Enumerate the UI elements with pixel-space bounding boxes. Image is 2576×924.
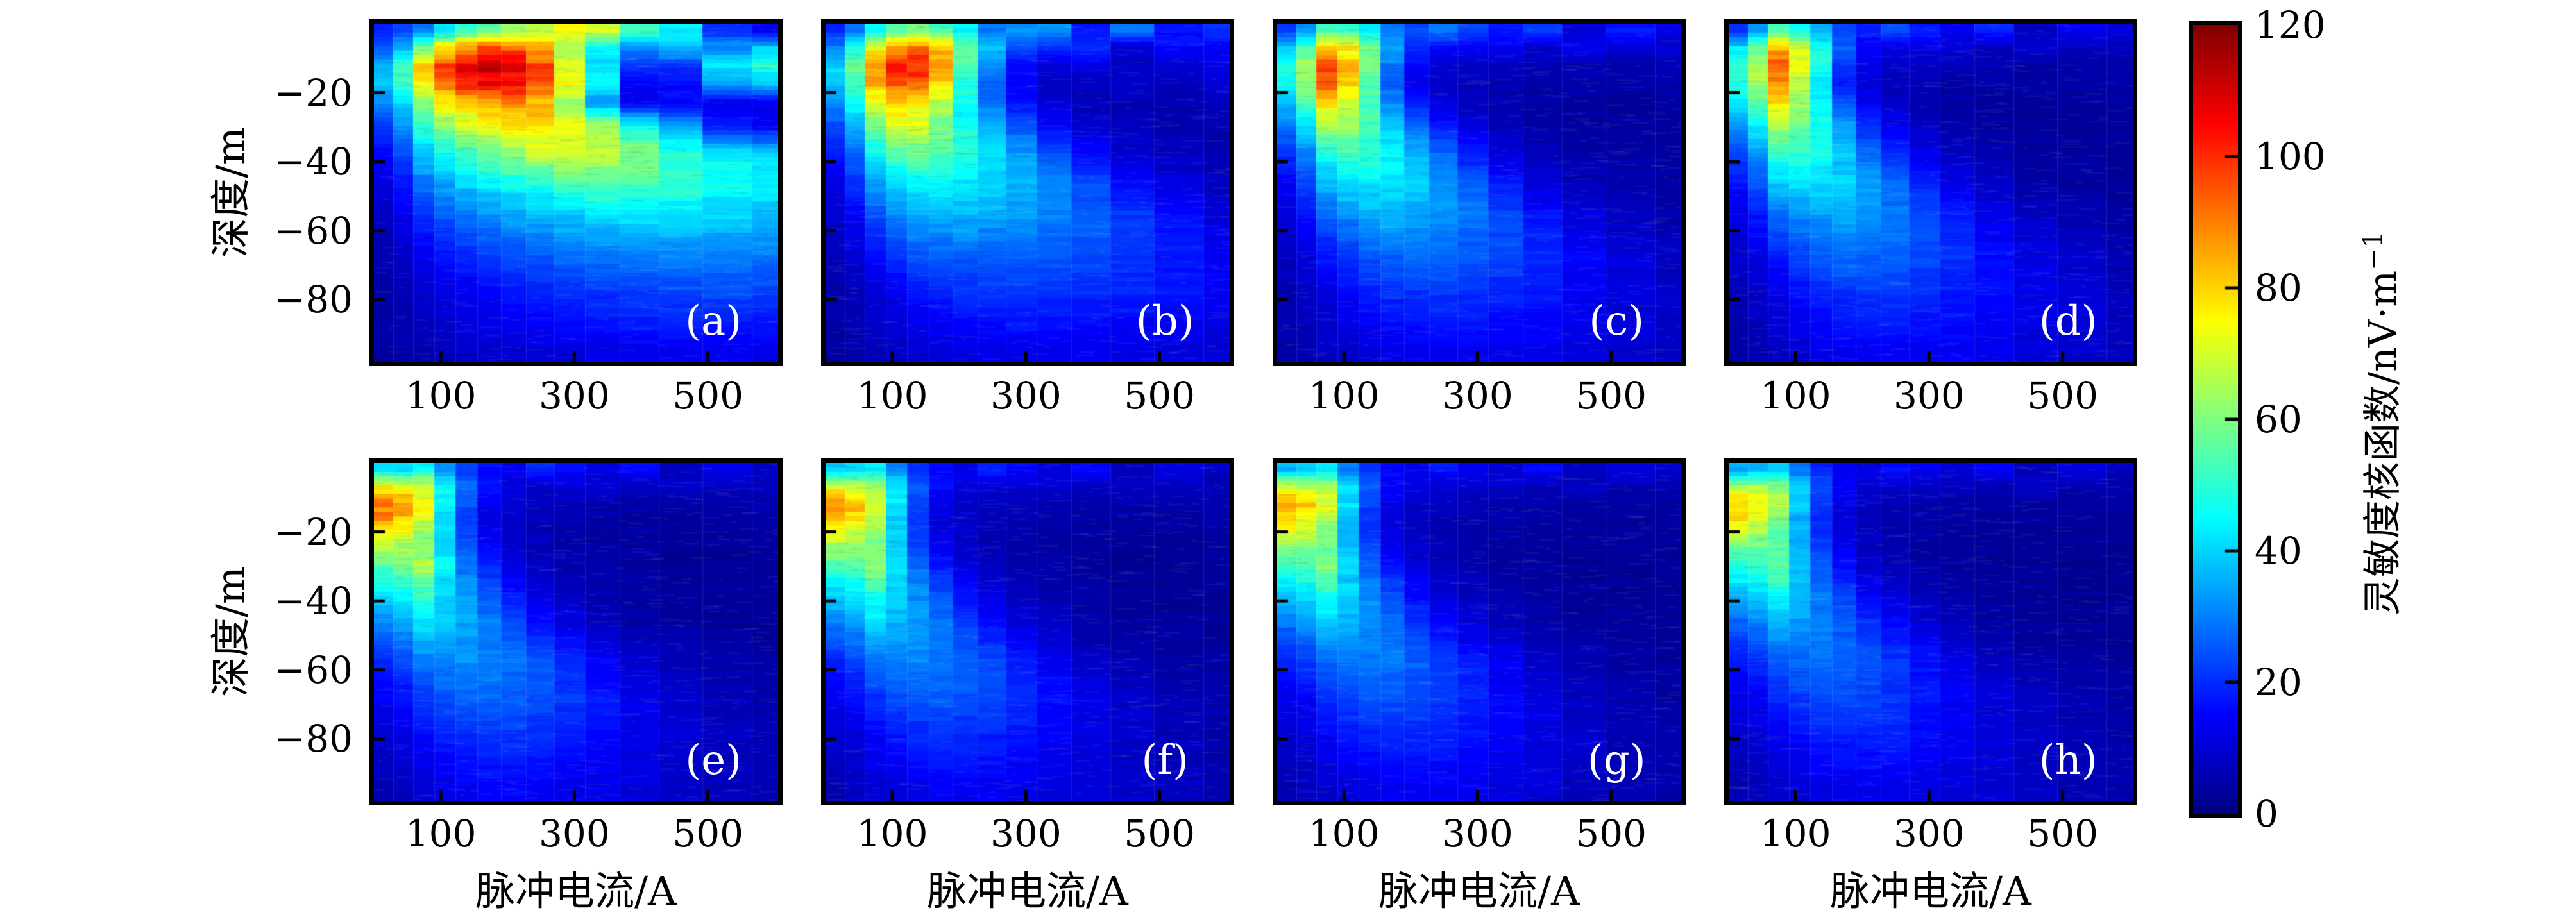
colorbar-tick-label-0: 0 xyxy=(2255,792,2278,836)
colorbar-tick-label-100: 100 xyxy=(2255,135,2326,178)
colorbar-tick-label-120: 120 xyxy=(2255,3,2326,47)
x-tick-label-500-r1c1: 500 xyxy=(672,374,744,417)
heatmap-canvas-b xyxy=(826,24,1230,362)
panel-letter-a: (a) xyxy=(685,297,742,345)
heatmap-panel-f: (f) xyxy=(821,458,1234,805)
x-axis-title-g: 脉冲电流/A xyxy=(1378,868,1580,914)
heatmap-canvas-a xyxy=(374,24,778,362)
heatmap-panel-e: (e) xyxy=(369,458,783,805)
heatmap-canvas-d xyxy=(1729,24,2133,362)
y-tick-label--60-row2: −60 xyxy=(274,648,353,692)
heatmap-canvas-c xyxy=(1277,24,1681,362)
x-tick-label-100-r2c3: 100 xyxy=(1308,812,1380,855)
y-tick-label--80-row2: −80 xyxy=(274,717,353,761)
x-tick-label-300-r1c1: 300 xyxy=(539,374,610,417)
panel-letter-c: (c) xyxy=(1589,297,1645,345)
panel-letter-h: (h) xyxy=(2038,736,2097,784)
x-tick-label-300-r1c4: 300 xyxy=(1894,374,1965,417)
colorbar-tick-label-20: 20 xyxy=(2255,660,2302,704)
heatmap-panel-a: (a) xyxy=(369,19,783,366)
y-tick-label--80-row1: −80 xyxy=(274,278,353,322)
heatmap-panel-b: (b) xyxy=(821,19,1234,366)
x-tick-label-500-r1c2: 500 xyxy=(1124,374,1196,417)
x-tick-label-300-r2c1: 300 xyxy=(539,812,610,855)
x-axis-title-h: 脉冲电流/A xyxy=(1830,868,2031,914)
x-tick-label-100-r1c4: 100 xyxy=(1759,374,1831,417)
colorbar-gradient-canvas xyxy=(2193,25,2238,814)
heatmap-canvas-f xyxy=(826,463,1230,801)
x-tick-label-300-r2c3: 300 xyxy=(1442,812,1513,855)
y-tick-label--60-row1: −60 xyxy=(274,208,353,253)
x-tick-label-300-r2c4: 300 xyxy=(1894,812,1965,855)
x-tick-label-500-r2c1: 500 xyxy=(672,812,744,855)
x-tick-label-100-r1c1: 100 xyxy=(405,374,477,417)
x-tick-label-300-r1c3: 300 xyxy=(1442,374,1513,417)
x-tick-label-100-r2c1: 100 xyxy=(405,812,477,855)
panel-letter-f: (f) xyxy=(1141,736,1189,784)
heatmap-panel-c: (c) xyxy=(1273,19,1686,366)
x-tick-label-500-r2c2: 500 xyxy=(1124,812,1196,855)
x-tick-label-500-r1c3: 500 xyxy=(1575,374,1647,417)
colorbar-tick-label-40: 40 xyxy=(2255,529,2302,573)
x-tick-label-100-r2c2: 100 xyxy=(856,812,928,855)
x-tick-label-100-r1c3: 100 xyxy=(1308,374,1380,417)
y-tick-label--20-row1: −20 xyxy=(274,71,353,115)
x-tick-label-500-r2c3: 500 xyxy=(1575,812,1647,855)
y-tick-label--20-row2: −20 xyxy=(274,510,353,554)
x-tick-label-100-r1c2: 100 xyxy=(856,374,928,417)
heatmap-panel-h: (h) xyxy=(1724,458,2137,805)
heatmap-panel-d: (d) xyxy=(1724,19,2137,366)
panel-letter-g: (g) xyxy=(1587,736,1646,784)
x-tick-label-500-r1c4: 500 xyxy=(2027,374,2099,417)
heatmap-panel-g: (g) xyxy=(1273,458,1686,805)
x-axis-title-e: 脉冲电流/A xyxy=(475,868,677,914)
x-axis-title-f: 脉冲电流/A xyxy=(927,868,1128,914)
colorbar-tick-label-60: 60 xyxy=(2255,398,2302,441)
heatmap-canvas-e xyxy=(374,463,778,801)
x-tick-label-300-r1c2: 300 xyxy=(990,374,1062,417)
heatmap-canvas-h xyxy=(1729,463,2133,801)
colorbar xyxy=(2189,21,2242,818)
colorbar-title-superscript: −1 xyxy=(2357,230,2389,271)
y-tick-label--40-row2: −40 xyxy=(274,579,353,623)
y-tick-label--40-row1: −40 xyxy=(274,140,353,184)
x-tick-label-300-r2c2: 300 xyxy=(990,812,1062,855)
panel-letter-e: (e) xyxy=(685,736,742,784)
heatmap-canvas-g xyxy=(1277,463,1681,801)
panel-letter-b: (b) xyxy=(1135,297,1194,345)
x-tick-label-100-r2c4: 100 xyxy=(1759,812,1831,855)
panel-letter-d: (d) xyxy=(2038,297,2097,345)
colorbar-tick-label-80: 80 xyxy=(2255,266,2302,310)
x-tick-label-500-r2c4: 500 xyxy=(2027,812,2099,855)
